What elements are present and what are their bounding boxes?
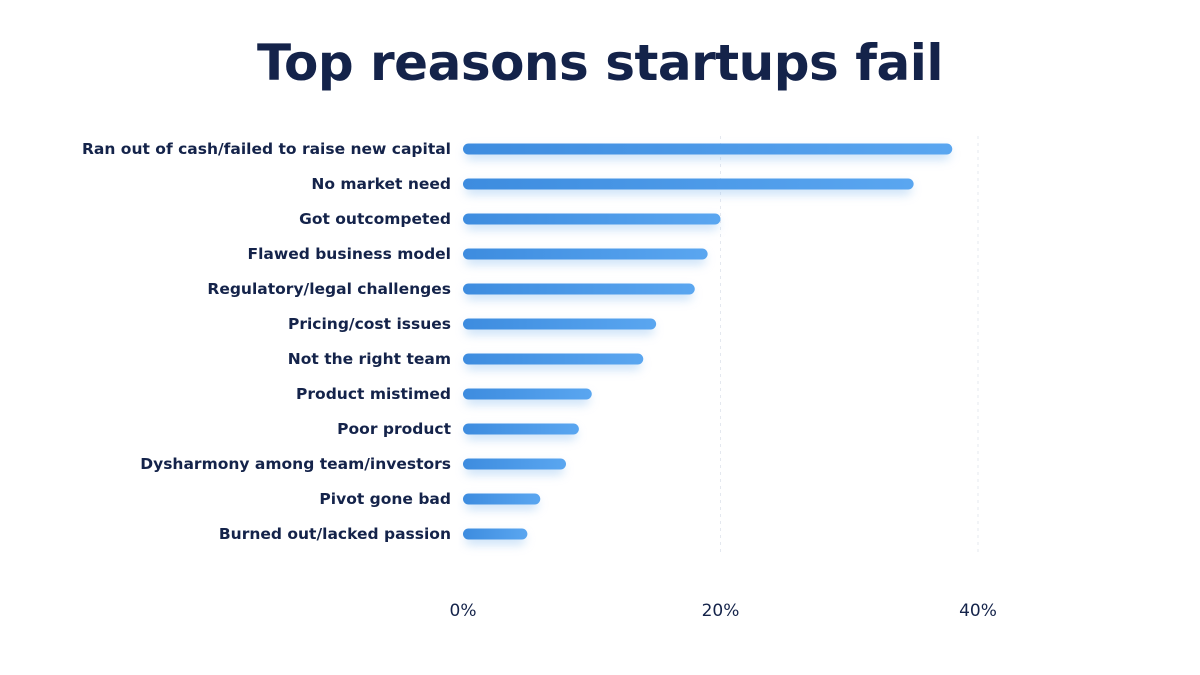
x-tick-label: 40% xyxy=(959,601,997,621)
x-tick-label: 0% xyxy=(450,601,477,621)
category-label: Flawed business model xyxy=(248,245,451,263)
bar xyxy=(463,143,953,155)
category-label: Pivot gone bad xyxy=(319,490,451,508)
x-tick-label: 20% xyxy=(702,601,740,621)
category-label: Product mistimed xyxy=(296,385,451,403)
bar xyxy=(463,528,528,540)
bar xyxy=(463,493,541,505)
category-label: Regulatory/legal challenges xyxy=(207,280,451,298)
grid-lines xyxy=(720,136,979,555)
category-label: Pricing/cost issues xyxy=(288,315,451,333)
category-label: Ran out of cash/failed to raise new capi… xyxy=(82,140,451,158)
bar xyxy=(463,248,708,260)
bar xyxy=(463,353,644,365)
bar xyxy=(463,388,592,400)
category-labels: Ran out of cash/failed to raise new capi… xyxy=(82,140,452,543)
category-label: Not the right team xyxy=(288,350,451,368)
bar xyxy=(463,423,579,435)
category-label: Burned out/lacked passion xyxy=(219,525,451,543)
bar xyxy=(463,458,566,470)
bar xyxy=(463,178,914,190)
category-label: Got outcompeted xyxy=(299,210,451,228)
chart-title: Top reasons startups fail xyxy=(257,34,944,92)
category-label: Poor product xyxy=(337,420,451,438)
x-axis-tick-labels: 0% 20% 40% xyxy=(450,601,997,621)
bar xyxy=(463,213,721,225)
bar xyxy=(463,283,695,295)
category-label: Dysharmony among team/investors xyxy=(140,455,451,473)
bars xyxy=(463,143,953,545)
bar xyxy=(463,318,657,330)
category-label: No market need xyxy=(311,175,451,193)
